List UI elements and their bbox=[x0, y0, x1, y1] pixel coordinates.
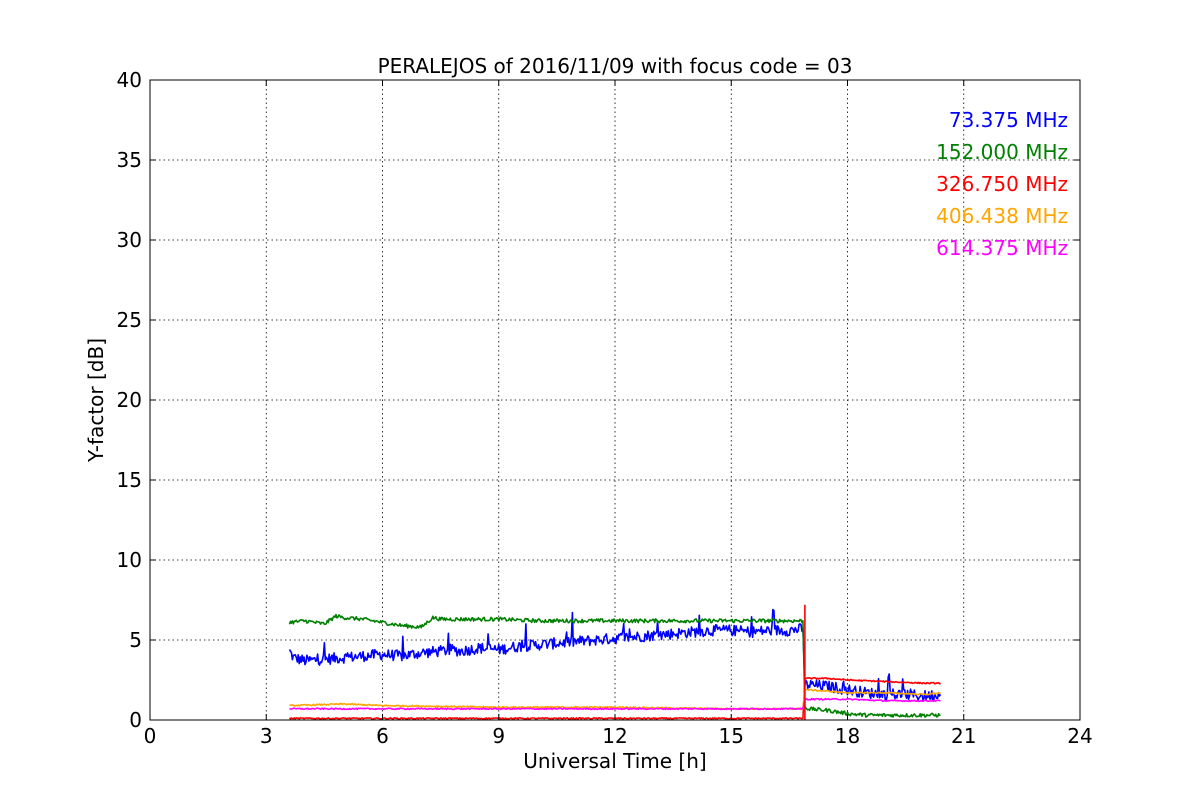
legend-entry: 152.000 MHz bbox=[936, 140, 1068, 164]
y-tick-label: 15 bbox=[117, 468, 142, 492]
grid-lines bbox=[150, 80, 1080, 720]
legend-entry: 614.375 MHz bbox=[936, 236, 1068, 260]
x-tick-label: 6 bbox=[376, 724, 389, 748]
x-tick-label: 0 bbox=[144, 724, 157, 748]
y-tick-label: 30 bbox=[117, 228, 142, 252]
y-tick-label: 25 bbox=[117, 308, 142, 332]
series-line bbox=[288, 608, 942, 702]
x-tick-label: 15 bbox=[719, 724, 744, 748]
series-lines bbox=[288, 604, 942, 720]
x-tick-label: 24 bbox=[1067, 724, 1092, 748]
chart-title: PERALEJOS of 2016/11/09 with focus code … bbox=[378, 54, 853, 78]
x-tick-label: 9 bbox=[492, 724, 505, 748]
x-tick-label: 12 bbox=[602, 724, 627, 748]
x-tick-label: 3 bbox=[260, 724, 273, 748]
x-axis-label: Universal Time [h] bbox=[523, 749, 706, 773]
series-line bbox=[288, 613, 941, 718]
legend-entry: 73.375 MHz bbox=[949, 108, 1068, 132]
y-tick-label: 20 bbox=[117, 388, 142, 412]
y-tick-label: 35 bbox=[117, 148, 142, 172]
series-line bbox=[289, 688, 941, 711]
legend-entry: 406.438 MHz bbox=[936, 204, 1068, 228]
y-tick-label: 40 bbox=[117, 68, 142, 92]
x-tick-label: 21 bbox=[951, 724, 976, 748]
y-axis-label: Y-factor [dB] bbox=[84, 338, 108, 463]
legend: 73.375 MHz 152.000 MHz 326.750 MHz 406.438 … bbox=[936, 108, 1068, 260]
axis-ticks: 0 3 6 9 12 15 18 21 24 0 5 10 15 20 25 30 35 40 bbox=[117, 68, 1093, 748]
y-tick-label: 5 bbox=[129, 628, 142, 652]
y-tick-label: 0 bbox=[129, 708, 142, 732]
series-line bbox=[289, 697, 941, 711]
x-tick-label: 18 bbox=[835, 724, 860, 748]
y-tick-label: 10 bbox=[117, 548, 142, 572]
legend-entry: 326.750 MHz bbox=[936, 172, 1068, 196]
